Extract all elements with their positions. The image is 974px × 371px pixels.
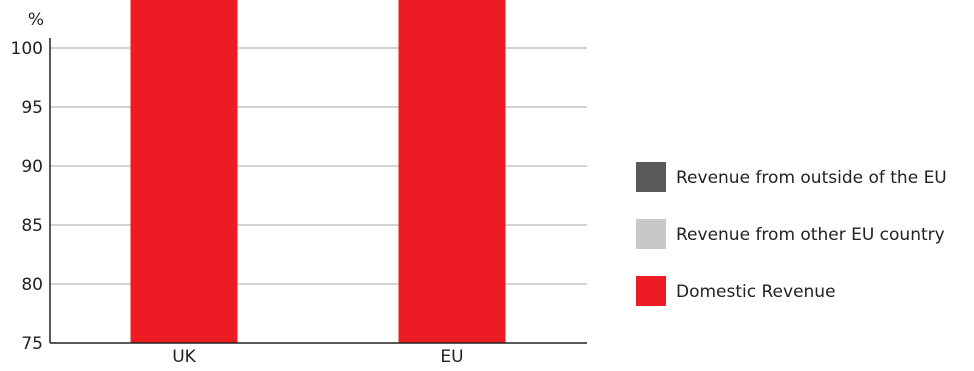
legend-swatch [636,276,666,306]
x-tick-label: EU [440,347,463,367]
axes: 75 80 85 90 95 100 UK EU [11,38,587,367]
y-tick-label: 100 [11,39,43,59]
y-tick-label: 80 [21,275,43,295]
bars [130,0,506,343]
y-tick-label: 75 [21,334,43,354]
legend-label: Revenue from other EU country [676,225,945,245]
legend-label: Domestic Revenue [676,282,836,302]
x-tick-label: UK [172,347,196,367]
y-tick-label: 90 [21,157,43,177]
legend-swatch [636,219,666,249]
y-tick-label: 95 [21,98,43,118]
bar-segment [130,0,238,343]
bar-segment [398,0,506,343]
legend-label: Revenue from outside of the EU [676,168,947,188]
y-axis-unit-label: % [28,10,44,30]
y-tick-label: 85 [21,216,43,236]
legend-swatch [636,162,666,192]
legend: Revenue from outside of the EU Revenue fr… [636,162,947,306]
